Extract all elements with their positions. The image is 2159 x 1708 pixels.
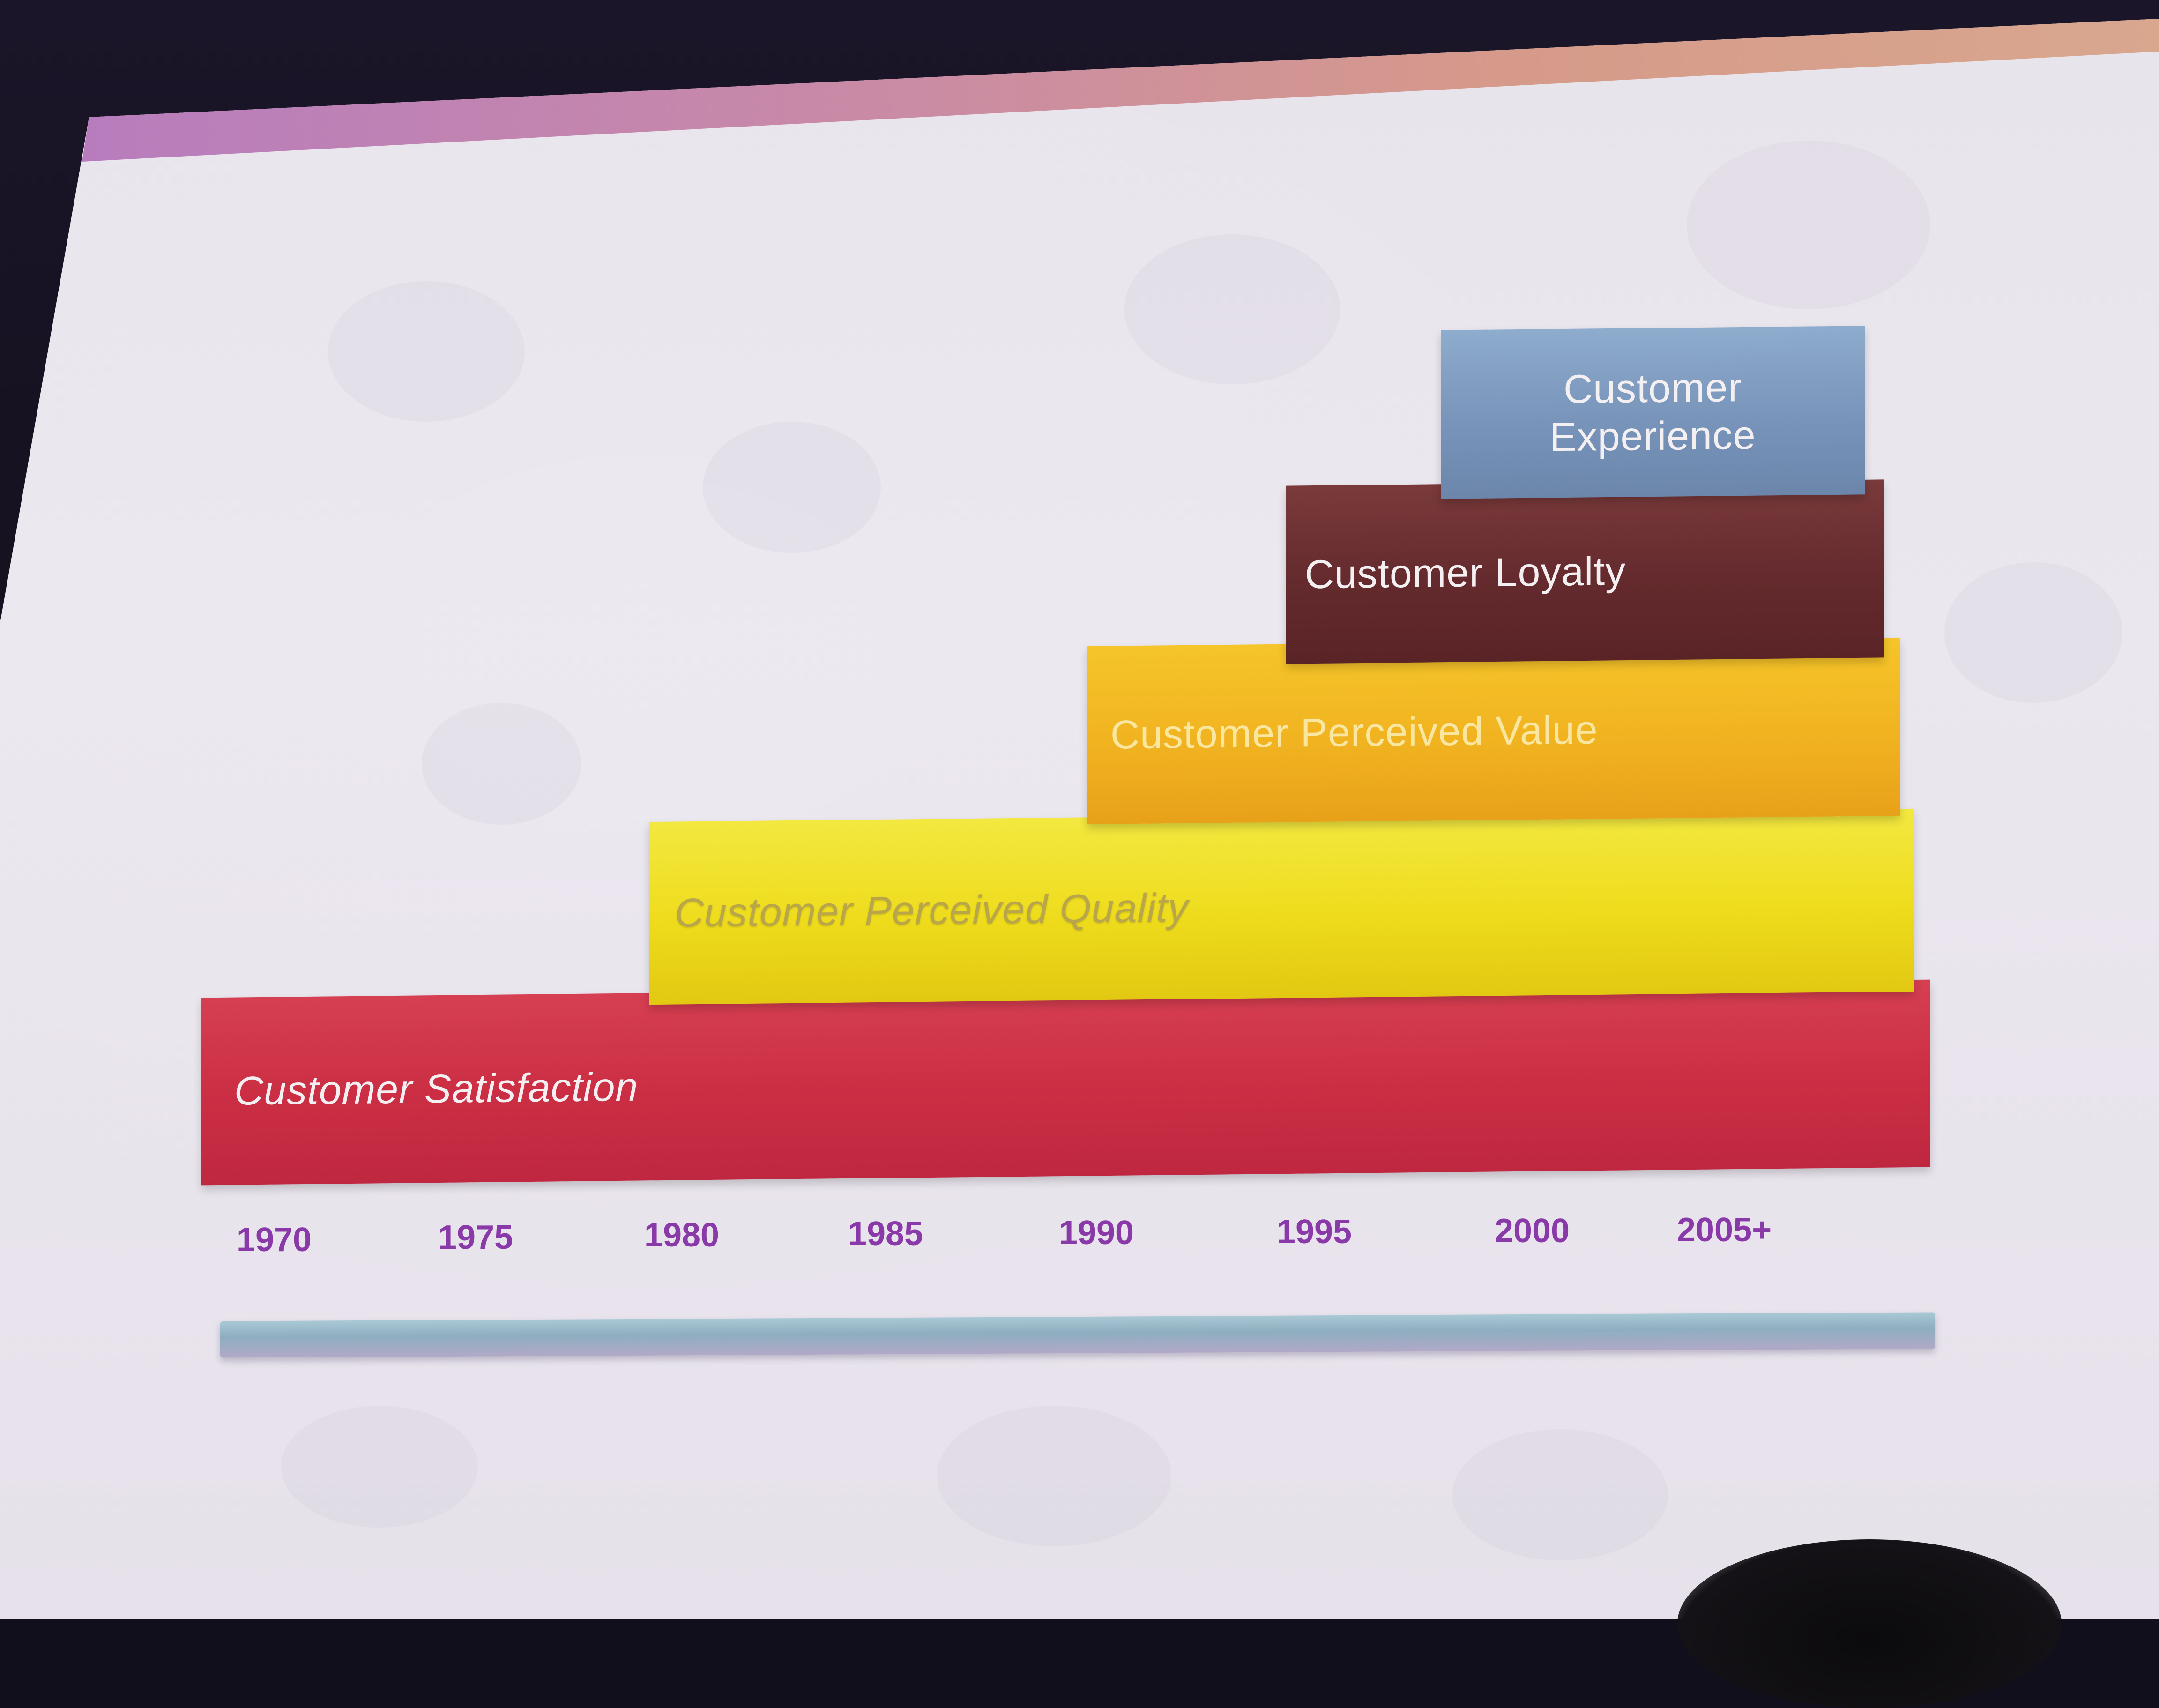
year-label: 1985 [848,1215,923,1253]
background-pattern [328,281,525,422]
year-label: 2005+ [1676,1211,1772,1249]
audience-head-silhouette [1677,1539,2062,1708]
year-label: 1990 [1058,1214,1134,1252]
background-pattern [422,703,581,825]
background-pattern [937,1406,1171,1546]
year-label: 1970 [236,1221,312,1259]
background-pattern [1124,234,1340,384]
background-pattern [281,1406,478,1528]
timeline-years: 1970 1975 1980 1985 1990 1995 2000 2005+ [236,1211,1772,1259]
year-label: 2000 [1494,1212,1570,1250]
background-pattern [1452,1429,1668,1560]
background-pattern [1944,562,2122,703]
year-label: 1995 [1276,1213,1352,1251]
year-label: 1980 [644,1216,720,1254]
year-label: 1975 [438,1219,514,1256]
background-pattern [1687,141,1930,309]
background-pattern [703,422,881,553]
